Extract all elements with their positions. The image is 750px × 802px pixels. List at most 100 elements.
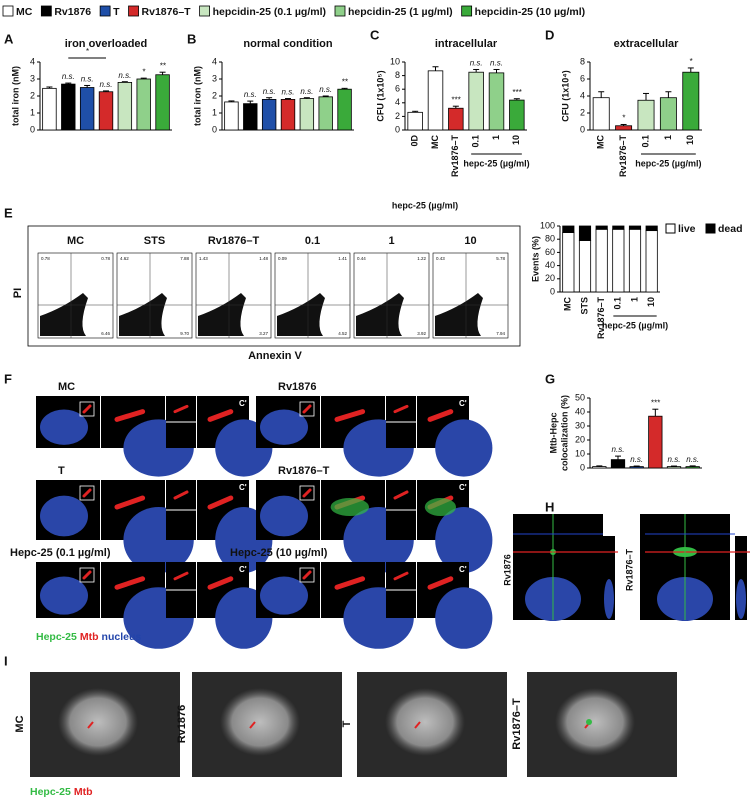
y-tick-label: 3 — [212, 73, 217, 83]
plot-label: 1 — [388, 235, 394, 247]
panel-letter: C — [370, 27, 380, 42]
bar-segment — [629, 229, 640, 292]
legend-swatch — [100, 6, 110, 16]
quadrant-value: 6.46 — [101, 331, 110, 336]
quadrant-value: 93.8 — [199, 331, 208, 336]
bar-segment — [563, 233, 574, 292]
x-tick-label: MC — [596, 135, 606, 149]
bar — [408, 112, 423, 130]
bar — [510, 100, 525, 130]
y-tick-label: 20 — [545, 273, 555, 283]
bar-segment — [596, 226, 607, 229]
significance-label: ** — [341, 77, 348, 86]
x-tick-label: 10 — [685, 135, 695, 145]
chart-title: normal condition — [243, 38, 333, 50]
legend-label: live — [678, 223, 696, 235]
y-axis-label: Mtb-Hepc — [548, 413, 558, 454]
y-tick-label: 2 — [580, 107, 585, 117]
bar — [667, 467, 680, 468]
cell — [220, 688, 300, 756]
y-tick-label: 40 — [575, 406, 585, 416]
bar — [660, 98, 676, 130]
significance-label: n.s. — [300, 87, 313, 96]
significance-label: n.s. — [490, 59, 503, 68]
quadrant-value: 1.41 — [338, 256, 347, 261]
significance-label: ** — [159, 61, 166, 70]
significance-label: n.s. — [282, 88, 295, 97]
y-tick-label: 0 — [212, 124, 217, 134]
quadrant-value: 1.43 — [199, 256, 208, 261]
significance-label: n.s. — [62, 72, 75, 81]
y-tick-label: 60 — [545, 247, 555, 257]
y-tick-label: 2 — [395, 111, 400, 121]
y-tick-label: 3 — [30, 73, 35, 83]
bar-segment — [579, 226, 590, 241]
hepcidin-signal — [331, 498, 369, 516]
corner-label: C' — [459, 565, 467, 574]
y-tick-label: 2 — [212, 90, 217, 100]
quadrant-value: 88.9 — [436, 331, 445, 336]
y-tick-label: 0 — [580, 462, 585, 472]
y-tick-label: 40 — [545, 260, 555, 270]
bar — [43, 88, 57, 130]
x-tick-label: 0D — [410, 135, 420, 147]
bar — [61, 84, 75, 130]
legend-swatch — [666, 224, 675, 233]
y-axis-label: PI — [12, 288, 24, 298]
y-axis-label: colocalization (%) — [559, 395, 569, 471]
significance-label: n.s. — [118, 71, 131, 80]
corner-label: C' — [239, 483, 247, 492]
image-label: Rv1876–T — [278, 465, 330, 477]
bar-segment — [579, 241, 590, 292]
x-tick-label: MC — [430, 135, 440, 149]
cell — [385, 688, 465, 756]
cell — [555, 688, 635, 756]
plot-label: Rv1876–T — [208, 235, 260, 247]
significance-label: n.s. — [630, 455, 643, 464]
quadrant-value: 94.0 — [357, 331, 366, 336]
quadrant-value: 0.44 — [357, 256, 366, 261]
x-tick-label: 1 — [491, 135, 501, 140]
quadrant-value: 3.92 — [417, 331, 426, 336]
x-tick-label: 0.1 — [613, 297, 623, 310]
group-label: hepc-25 (µg/ml) — [392, 200, 458, 210]
x-tick-label: 10 — [511, 135, 521, 145]
bar — [449, 108, 464, 130]
stain-label: Hepc-25 — [36, 631, 77, 643]
stain-label: Mtb — [80, 631, 99, 643]
bar — [262, 99, 276, 130]
y-tick-label: 80 — [545, 234, 555, 244]
bar-segment — [596, 229, 607, 292]
y-tick-label: 4 — [395, 97, 400, 107]
y-tick-label: 4 — [30, 56, 35, 66]
x-tick-label: Rv1876–T — [618, 134, 628, 177]
group-label: hepc-25 (µg/ml) — [602, 320, 668, 330]
quadrant-value: 78.0 — [120, 331, 129, 336]
bar — [638, 100, 654, 130]
significance-label: n.s. — [686, 455, 699, 464]
significance-label: n.s. — [81, 75, 94, 84]
image-label: MC — [58, 381, 75, 393]
y-tick-label: 4 — [580, 90, 585, 100]
legend-label: hepcidin-25 (0.1 µg/ml) — [213, 6, 326, 18]
bar — [649, 416, 662, 468]
panel-letter: B — [187, 31, 196, 46]
x-tick-label: 0.1 — [640, 135, 650, 148]
nucleus — [435, 587, 492, 649]
y-tick-label: 10 — [575, 448, 585, 458]
quadrant-value: 5.78 — [496, 256, 505, 261]
legend-label: Rv1876–T — [142, 6, 192, 18]
x-tick-label: Rv1876–T — [450, 134, 460, 177]
legend-swatch — [41, 6, 51, 16]
quadrant-value: 1.48 — [259, 256, 268, 261]
bar — [630, 467, 643, 468]
cell — [58, 688, 138, 756]
legend-swatch — [129, 6, 139, 16]
bar — [99, 92, 113, 130]
y-tick-label: 6 — [395, 84, 400, 94]
y-tick-label: 1 — [212, 107, 217, 117]
legend-swatch — [3, 6, 13, 16]
bar-segment — [563, 226, 574, 233]
y-tick-label: 2 — [30, 90, 35, 100]
bar — [300, 99, 314, 130]
